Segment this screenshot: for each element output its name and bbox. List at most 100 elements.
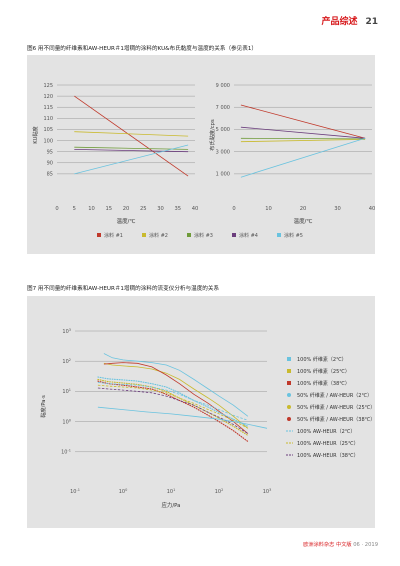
y-axis-label: KU黏度 [31,126,39,143]
series-line-1 [74,95,189,177]
x-tick-label: 30 [334,206,341,212]
y-tick-label: 1 000 [216,172,230,178]
page-header: 产品综述 21 [321,14,378,27]
x-tick-label: 100 [119,488,128,495]
legend-swatch [142,233,146,237]
legend-swatch [287,357,291,361]
series-line-9 [97,387,249,434]
journal-name: 欧洲涂料杂志 [303,542,335,548]
x-tick-label: 20 [123,206,130,212]
y-tick-label: 90 [47,161,53,167]
x-tick-label: 10 [265,206,272,212]
legend-swatch [287,369,291,373]
figure6-legend: 涂料 #1 涂料 #2 涂料 #3 涂料 #4 涂料 #5 [97,232,303,239]
page-footer: 欧洲涂料杂志 中文版 06 · 2019 [303,541,378,548]
legend-label: 涂料 #3 [194,232,213,239]
legend-swatch [287,393,291,397]
y-tick-label: 103 [62,328,71,335]
y-tick-label: 85 [47,172,53,178]
figure7-legend: 100% 纤维素（2℃） 100% 纤维素（25℃） 100% 纤维素（38℃） 50… [286,356,375,459]
legend-label: 100% 纤维素（2℃） [297,356,347,363]
y-tick-label: 101 [62,388,71,395]
y-tick-label: 95 [47,149,53,155]
series-line-2 [74,131,189,137]
x-tick-label: 0 [55,206,58,212]
x-tick-label: 0 [232,206,235,212]
series-line-1 [240,104,366,139]
y-tick-label: 102 [62,358,71,365]
series-line-2 [240,139,366,143]
y-tick-label: 100 [43,138,53,144]
journal-issue: 06 · 2019 [353,542,378,548]
series-line-6 [97,380,249,443]
legend-swatch [187,233,191,237]
y-tick-label: 3 000 [216,149,230,155]
x-axis-label: 温度/℃ [294,217,313,225]
series-line-4 [240,126,366,139]
y-axis-label: 黏度/Pa·s [39,395,47,418]
journal-edition: 中文版 [336,542,352,548]
legend-swatch [287,381,291,385]
figure6-subchart-1: 125 120 115 110 105 100 95 90 85 0 5 10 15 20 25 30 35 40… [31,83,198,225]
legend-label: 100% AW-HEUR（38℃） [297,453,359,459]
y-tick-label: 100 [62,418,71,425]
legend-label: 100% 纤维素（38℃） [297,380,350,387]
series-line-10 [97,406,268,429]
y-axis-label: 布氏黏度/cps [208,119,216,151]
legend-label: 100% 纤维素（25℃） [297,368,350,375]
series-line-3 [240,137,366,140]
series-line-8 [97,384,249,429]
x-tick-label: 30 [157,206,164,212]
legend-label: 100% AW-HEUR（25℃） [297,441,359,447]
legend-label: 涂料 #5 [284,232,303,239]
x-axis-label: 温度/℃ [117,217,136,225]
legend-swatch [287,417,291,421]
x-tick-label: 10-1 [70,488,80,495]
y-tick-label: 10-1 [61,449,71,456]
series-line-2 [103,362,249,429]
legend-label: 50% 纤维素 / AW-HEUR（38℃） [297,416,375,423]
section-title: 产品综述 [321,17,358,27]
y-tick-label: 9 000 [216,83,230,89]
legend-label: 50% 纤维素 / AW-HEUR（2℃） [297,392,372,399]
figure7-chart: 103 102 101 100 10-1 10-1 100 101 102 103 黏度/Pa·s 应… [39,328,375,509]
legend-swatch [232,233,236,237]
x-axis-label: 应力/Pa [162,501,181,509]
figure6-panel: 125 120 115 110 105 100 95 90 85 0 5 10 15 20 25 30 35 40… [27,55,375,254]
y-tick-label: 120 [43,94,53,100]
legend-swatch [287,405,291,409]
y-tick-label: 115 [43,105,53,111]
legend-label: 涂料 #2 [149,232,168,239]
x-tick-label: 40 [369,206,375,212]
series-line-3 [103,362,249,434]
legend-label: 涂料 #1 [104,232,123,239]
series-line-5 [240,137,366,178]
series-line-5 [74,144,189,175]
series-line-3 [74,146,189,150]
figure6-caption: 图6 用不同量的纤维素和AW-HEUR＃1增稠的涂料的KU&布氏黏度与温度的关系… [27,46,257,52]
x-tick-label: 102 [215,488,224,495]
legend-label: 100% AW-HEUR（2℃） [297,429,355,435]
series-line-1 [103,353,249,417]
x-tick-label: 25 [140,206,147,212]
figure6-subchart-2: 9 000 7 000 5 000 3 000 1 000 0 10 20 30 40 布氏黏度/c… [208,83,375,225]
x-tick-label: 15 [105,206,112,212]
y-tick-label: 5 000 [216,127,230,133]
x-tick-label: 10 [88,206,95,212]
series-line-4 [97,376,249,427]
x-tick-label: 5 [73,206,76,212]
y-tick-label: 7 000 [216,105,230,111]
figure7-plot: 103 102 101 100 10-1 10-1 100 101 102 103 黏度/Pa·s 应… [39,328,271,509]
x-tick-label: 101 [167,488,176,495]
y-tick-label: 125 [43,83,53,89]
x-tick-label: 35 [174,206,181,212]
x-tick-label: 40 [192,206,199,212]
series-line-5 [97,378,249,436]
x-tick-label: 103 [263,488,272,495]
page-number: 21 [365,17,378,27]
y-tick-label: 105 [43,127,53,133]
series-line-4 [74,149,189,153]
legend-swatch [97,233,101,237]
legend-swatch [277,233,281,237]
